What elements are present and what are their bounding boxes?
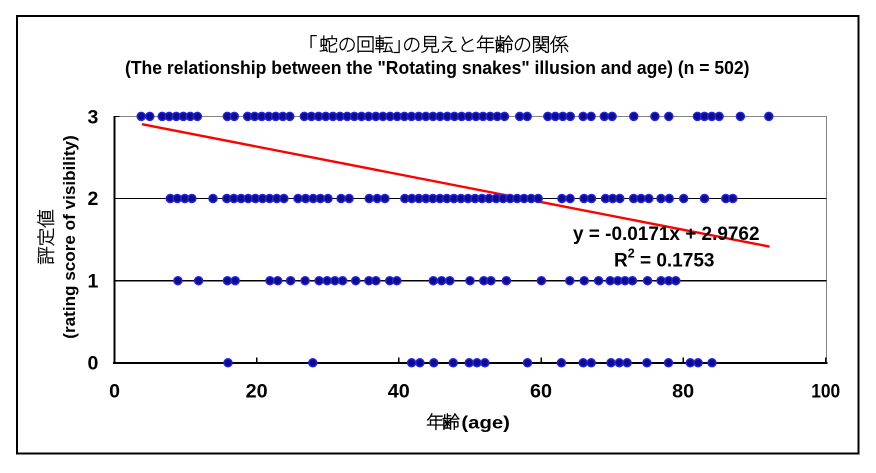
- svg-text:2: 2: [88, 188, 99, 210]
- svg-text:(rating score of visibility): (rating score of visibility): [61, 135, 79, 339]
- svg-text:0: 0: [88, 353, 99, 375]
- svg-text:60: 60: [530, 380, 552, 402]
- svg-text:0: 0: [109, 380, 120, 402]
- svg-text:20: 20: [246, 380, 268, 402]
- svg-text:y = -0.0171x + 2.9762: y = -0.0171x + 2.9762: [573, 224, 760, 245]
- svg-text:3: 3: [88, 106, 99, 128]
- svg-text:1: 1: [88, 271, 99, 293]
- svg-text:(The relationship between the: (The relationship between the "Rotating …: [125, 57, 750, 78]
- svg-text:80: 80: [672, 380, 694, 402]
- svg-text:100: 100: [811, 380, 840, 402]
- svg-text:40: 40: [388, 380, 410, 402]
- svg-text:(age): (age): [461, 412, 510, 432]
